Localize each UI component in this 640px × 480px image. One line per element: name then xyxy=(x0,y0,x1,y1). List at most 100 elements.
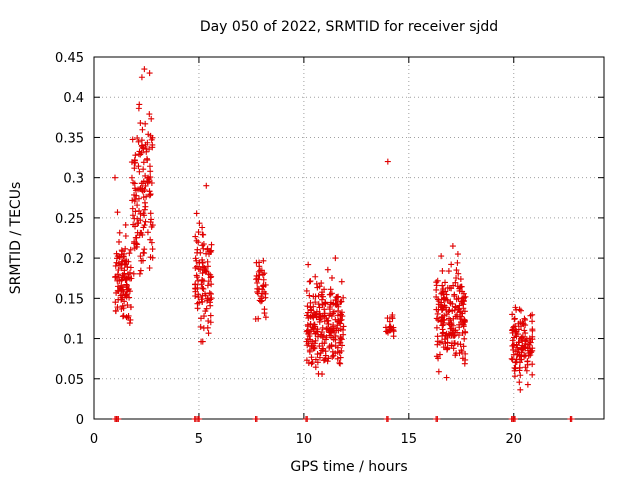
x-tick-label: 15 xyxy=(401,432,418,447)
data-point xyxy=(316,343,323,350)
data-point xyxy=(199,338,206,345)
data-point xyxy=(205,330,212,337)
data-point xyxy=(330,352,337,359)
data-point xyxy=(197,315,204,322)
data-point xyxy=(308,307,315,314)
y-tick-label: 0.35 xyxy=(55,131,84,146)
data-point xyxy=(521,315,528,322)
data-point xyxy=(122,245,129,252)
data-point xyxy=(129,212,136,219)
data-point xyxy=(313,308,320,315)
data-point xyxy=(384,158,391,165)
data-point xyxy=(202,268,209,275)
data-point xyxy=(514,351,521,358)
data-point xyxy=(254,285,261,292)
data-point xyxy=(134,202,141,209)
data-point xyxy=(521,343,528,350)
data-point xyxy=(262,314,269,321)
data-point xyxy=(307,299,314,306)
data-point xyxy=(389,311,396,318)
data-point xyxy=(148,115,155,122)
y-tick-label: 0.2 xyxy=(63,252,84,267)
data-point xyxy=(454,259,461,266)
data-point xyxy=(521,327,528,334)
data-point xyxy=(196,259,203,266)
data-point xyxy=(136,232,143,239)
data-point xyxy=(335,293,342,300)
data-point xyxy=(119,248,126,255)
data-point xyxy=(453,267,460,274)
data-point xyxy=(513,356,520,363)
data-point xyxy=(510,334,517,341)
data-point xyxy=(336,319,343,326)
y-tick-label: 0.25 xyxy=(55,212,84,227)
data-point xyxy=(256,272,263,279)
data-point xyxy=(326,291,333,298)
data-point xyxy=(122,221,129,228)
y-tick-label: 0.3 xyxy=(63,172,84,187)
data-point xyxy=(438,253,445,260)
data-point xyxy=(123,286,130,293)
data-point xyxy=(337,312,344,319)
data-point xyxy=(312,356,319,363)
data-point xyxy=(304,321,311,328)
data-point xyxy=(514,344,521,351)
data-point xyxy=(305,261,312,268)
data-point xyxy=(321,312,328,319)
data-point xyxy=(318,291,325,298)
data-points xyxy=(111,66,575,422)
data-point xyxy=(147,174,154,181)
data-point xyxy=(142,203,149,210)
data-point xyxy=(529,333,536,340)
data-point xyxy=(119,272,126,279)
data-point xyxy=(329,353,336,360)
data-point xyxy=(138,149,145,156)
data-point xyxy=(197,249,204,256)
data-point xyxy=(136,168,143,175)
data-point xyxy=(139,180,146,187)
data-point xyxy=(439,287,446,294)
data-point xyxy=(519,333,526,340)
data-point xyxy=(444,284,451,291)
data-point xyxy=(454,251,461,258)
data-point xyxy=(139,126,146,133)
data-point xyxy=(115,416,122,422)
data-point xyxy=(455,270,462,277)
data-point xyxy=(131,185,138,192)
data-point xyxy=(308,354,315,361)
data-point xyxy=(327,286,334,293)
data-point xyxy=(204,324,211,331)
data-point xyxy=(440,291,447,298)
data-point xyxy=(149,144,156,151)
data-point xyxy=(445,308,452,315)
data-point xyxy=(114,253,121,260)
data-point xyxy=(136,207,143,214)
data-point xyxy=(118,296,125,303)
x-tick-label: 10 xyxy=(296,432,313,447)
data-point xyxy=(128,275,135,282)
data-point xyxy=(261,306,268,313)
data-point xyxy=(447,325,454,332)
data-point xyxy=(312,364,319,371)
data-point xyxy=(306,348,313,355)
data-point xyxy=(516,339,523,346)
data-point xyxy=(135,138,142,145)
data-point xyxy=(195,291,202,298)
data-point xyxy=(334,355,341,362)
data-point xyxy=(147,168,154,175)
data-point xyxy=(457,276,464,283)
data-point xyxy=(452,279,459,286)
data-point xyxy=(146,146,153,153)
data-point xyxy=(128,304,135,311)
data-point xyxy=(140,194,147,201)
data-point xyxy=(204,258,211,265)
data-point xyxy=(319,345,326,352)
data-point xyxy=(304,416,311,422)
data-point xyxy=(142,172,149,179)
data-point xyxy=(192,233,199,240)
data-point xyxy=(207,247,214,254)
data-point xyxy=(206,299,213,306)
data-point xyxy=(260,257,267,264)
data-point xyxy=(512,416,519,422)
data-point xyxy=(451,291,458,298)
